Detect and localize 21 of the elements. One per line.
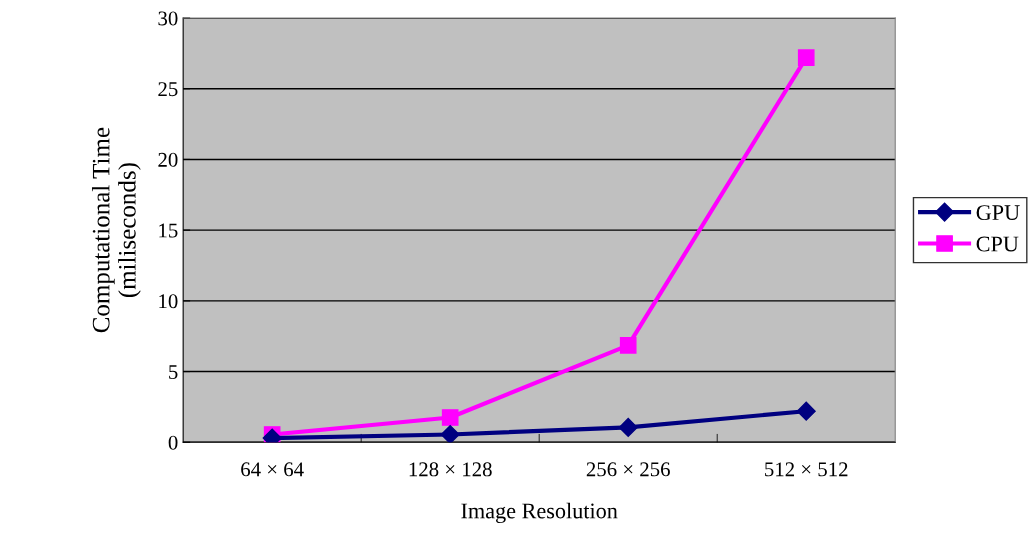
y-tick-label: 20 bbox=[158, 152, 178, 167]
x-axis-title: Image Resolution bbox=[461, 502, 618, 524]
x-tick-label: 256 × 256 bbox=[586, 462, 670, 477]
point bbox=[796, 401, 816, 421]
y-tick-label: 30 bbox=[158, 11, 178, 26]
x-tick-label: 64 × 64 bbox=[241, 462, 304, 477]
y-tick-label: 15 bbox=[159, 223, 178, 238]
y-axis-title: Computational Time (miliseconds) bbox=[91, 127, 141, 333]
y-tick-label: 25 bbox=[158, 82, 178, 97]
y-tick-label: 10 bbox=[159, 294, 178, 309]
x-tick-label: 512 × 512 bbox=[765, 462, 848, 477]
x-tick-label: 128 × 128 bbox=[409, 462, 492, 477]
y-tick-label: 5 bbox=[169, 365, 178, 379]
point bbox=[618, 417, 638, 437]
point bbox=[440, 424, 460, 443]
point bbox=[797, 49, 815, 66]
point bbox=[441, 409, 459, 426]
y-tick-label: 0 bbox=[168, 435, 178, 450]
legend-label: CPU bbox=[976, 236, 1019, 252]
point bbox=[619, 337, 637, 354]
legend-label: GPU bbox=[976, 205, 1020, 221]
